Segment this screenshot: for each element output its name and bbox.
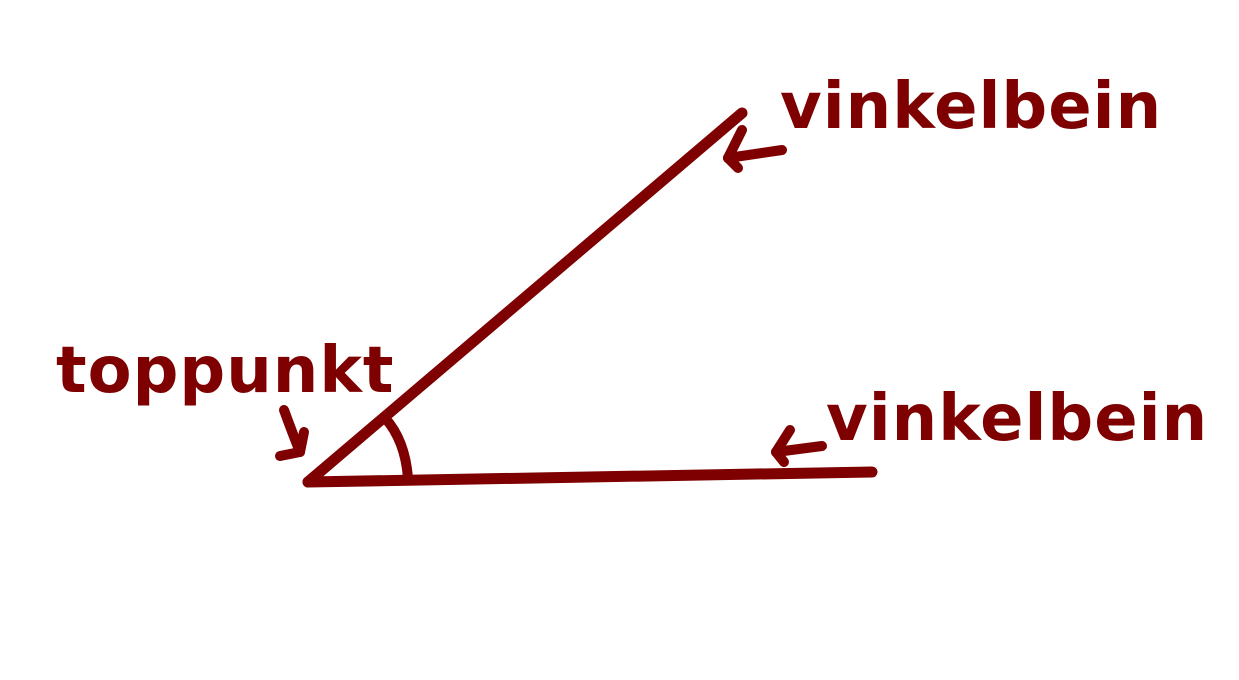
lower-arm-line — [302, 466, 878, 488]
arrow-down-left-icon — [723, 125, 787, 173]
upper-arm-line — [302, 107, 748, 488]
angle-arc-icon — [380, 413, 413, 483]
upper-arm-label: vinkelbein — [780, 70, 1162, 144]
vertex-label: toppunkt — [56, 334, 394, 408]
arrow-down-left-icon — [771, 425, 827, 467]
lower-arm-label: vinkelbein — [826, 382, 1208, 456]
arrow-down-right-icon — [275, 405, 309, 461]
